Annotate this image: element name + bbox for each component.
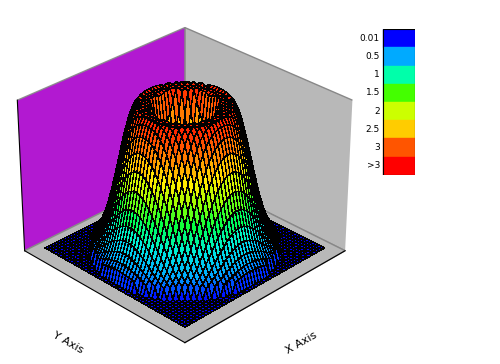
Bar — [382, 29, 415, 47]
Bar — [382, 138, 415, 157]
Text: 0.01: 0.01 — [360, 34, 380, 43]
Y-axis label: Y Axis: Y Axis — [51, 331, 85, 356]
X-axis label: X Axis: X Axis — [284, 330, 319, 356]
Text: 1: 1 — [374, 70, 380, 79]
Text: 2.5: 2.5 — [366, 125, 380, 134]
Text: 1.5: 1.5 — [366, 88, 380, 97]
Bar — [382, 157, 415, 175]
Bar — [382, 120, 415, 138]
Text: >3: >3 — [366, 161, 380, 170]
Text: 3: 3 — [374, 143, 380, 152]
Bar — [382, 47, 415, 66]
Bar — [382, 84, 415, 102]
Text: 2: 2 — [374, 107, 380, 115]
Bar — [382, 66, 415, 84]
Bar — [382, 102, 415, 120]
Bar — [382, 29, 415, 175]
Text: 0.5: 0.5 — [366, 52, 380, 61]
